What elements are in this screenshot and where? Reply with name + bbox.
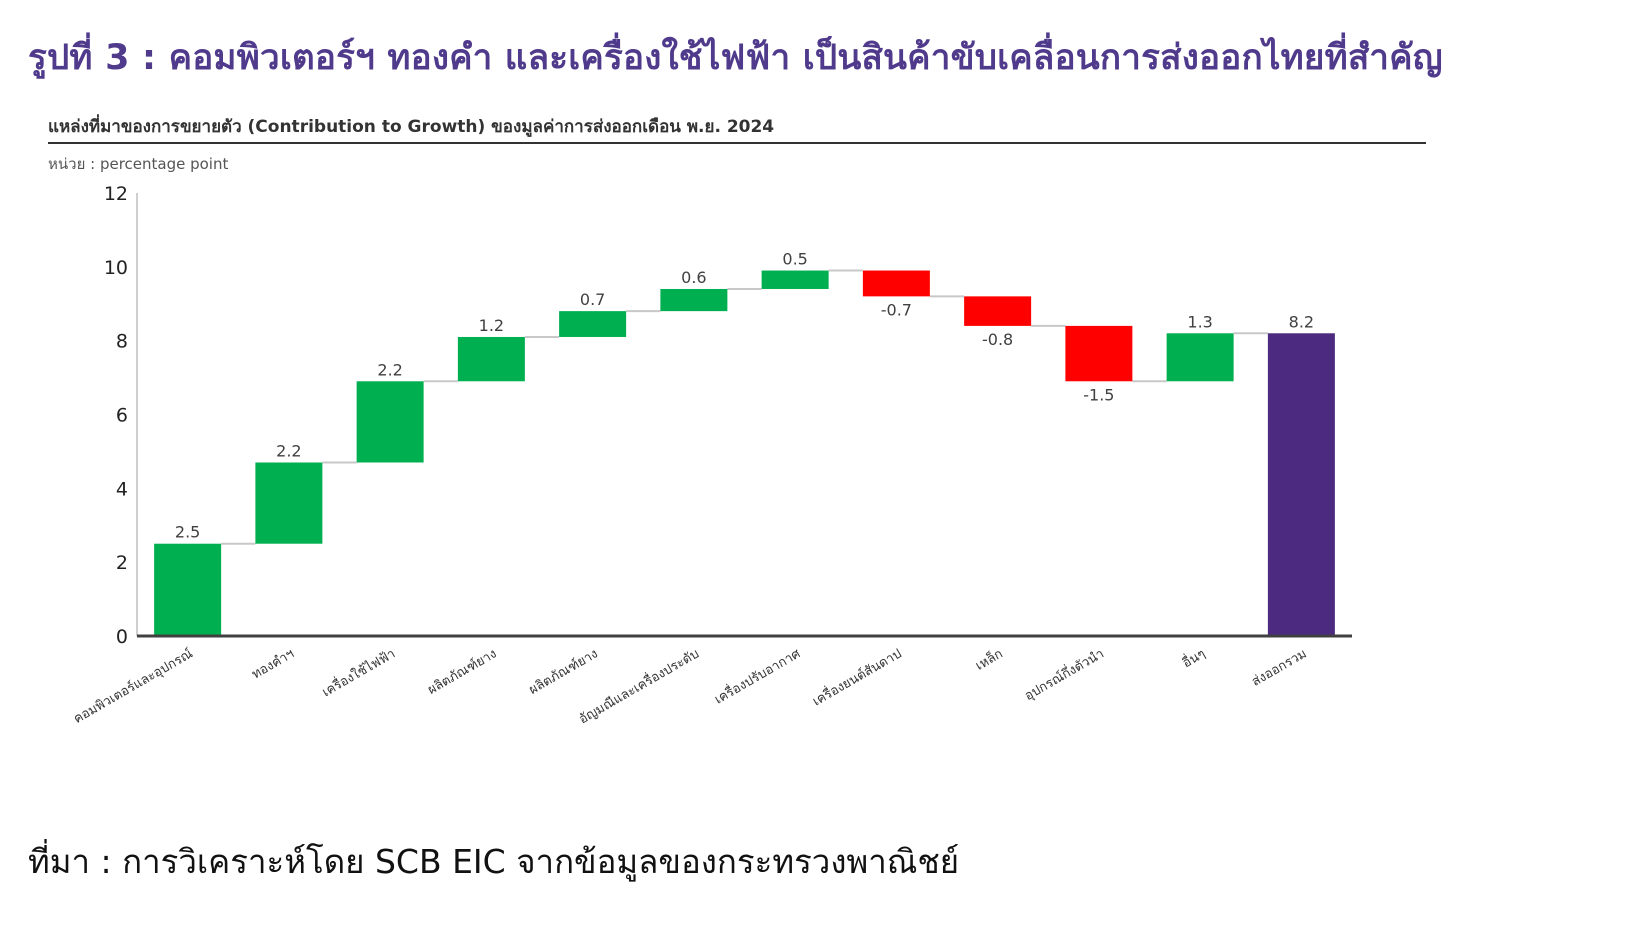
data-label: 2.5 [175, 523, 200, 542]
x-tick-label: อุปกรณ์กึ่งตัวนำ [1021, 645, 1107, 704]
data-label: -1.5 [1083, 385, 1114, 404]
bar-decrease [964, 296, 1032, 326]
source-note: ที่มา : การวิเคราะห์โดย SCB EIC จากข้อมู… [28, 842, 960, 881]
bar-decrease [1065, 325, 1133, 382]
data-label: 1.3 [1187, 312, 1212, 331]
x-tick-label: ส่งออกรวม [1249, 646, 1309, 689]
chart-title: แหล่งที่มาของการขยายตัว (Contribution to… [48, 117, 775, 137]
bar-decrease [862, 270, 930, 297]
bars-group [154, 270, 1335, 636]
x-tick-label: อื่นๆ [1179, 645, 1208, 672]
data-labels: 2.5 2.2 2.2 1.2 0.7 0.6 0.5 -0.7 -0.8 -1.5 1.3 8.2 [175, 250, 1314, 542]
data-label: -0.8 [982, 330, 1013, 349]
connector-lines [221, 269, 1268, 545]
bar-increase [356, 381, 424, 463]
x-tick-label: ผลิตภัณฑ์ยาง [425, 646, 499, 698]
y-tick-label: 2 [116, 552, 128, 574]
chart-title-rule [48, 142, 1426, 144]
x-tick-label: คอมพิวเตอร์และอุปกรณ์ [71, 646, 196, 727]
bar-total [1267, 333, 1335, 636]
y-tick-labels: 0 2 4 6 8 10 12 [104, 183, 128, 648]
data-label: 1.2 [479, 316, 504, 335]
y-tick-label: 6 [116, 405, 128, 427]
data-label: 2.2 [276, 441, 301, 460]
data-label: 0.5 [782, 250, 807, 269]
bar-increase [559, 311, 627, 337]
bar-increase [154, 543, 222, 636]
data-label: 0.7 [580, 290, 605, 309]
x-tick-label: ผลิตภัณฑ์ยาง [526, 646, 600, 698]
y-tick-label: 8 [116, 331, 128, 353]
y-tick-label: 4 [116, 478, 128, 500]
x-tick-label: เครื่องใช้ไฟฟ้า [319, 645, 398, 701]
y-tick-label: 0 [116, 626, 128, 648]
y-tick-label: 10 [104, 257, 128, 279]
bar-increase [761, 270, 829, 289]
axes-group [136, 193, 1352, 638]
x-tick-label: ทองคำฯ [250, 646, 297, 682]
x-tick-label: เครื่องยนต์สันดาป [809, 645, 904, 710]
bar-increase [1166, 333, 1234, 382]
chart-unit-label: หน่วย : percentage point [48, 155, 229, 173]
bar-increase [255, 462, 323, 544]
x-tick-label: เหล็ก [972, 644, 1006, 674]
x-tick-label: เครื่องปรับอากาศ [711, 644, 804, 707]
data-label: 0.6 [681, 268, 706, 287]
data-label: 8.2 [1289, 312, 1314, 331]
data-label: -0.7 [881, 300, 912, 319]
x-tick-labels: คอมพิวเตอร์และอุปกรณ์ ทองคำฯ เครื่องใช้ไฟฟ… [71, 644, 1310, 728]
data-label: 2.2 [377, 360, 402, 379]
bar-increase [660, 288, 728, 312]
page-headline: รูปที่ 3 : คอมพิวเตอร์ฯ ทองคำ และเครื่อง… [28, 38, 1443, 78]
bar-increase [457, 336, 525, 382]
y-tick-label: 12 [104, 183, 128, 205]
